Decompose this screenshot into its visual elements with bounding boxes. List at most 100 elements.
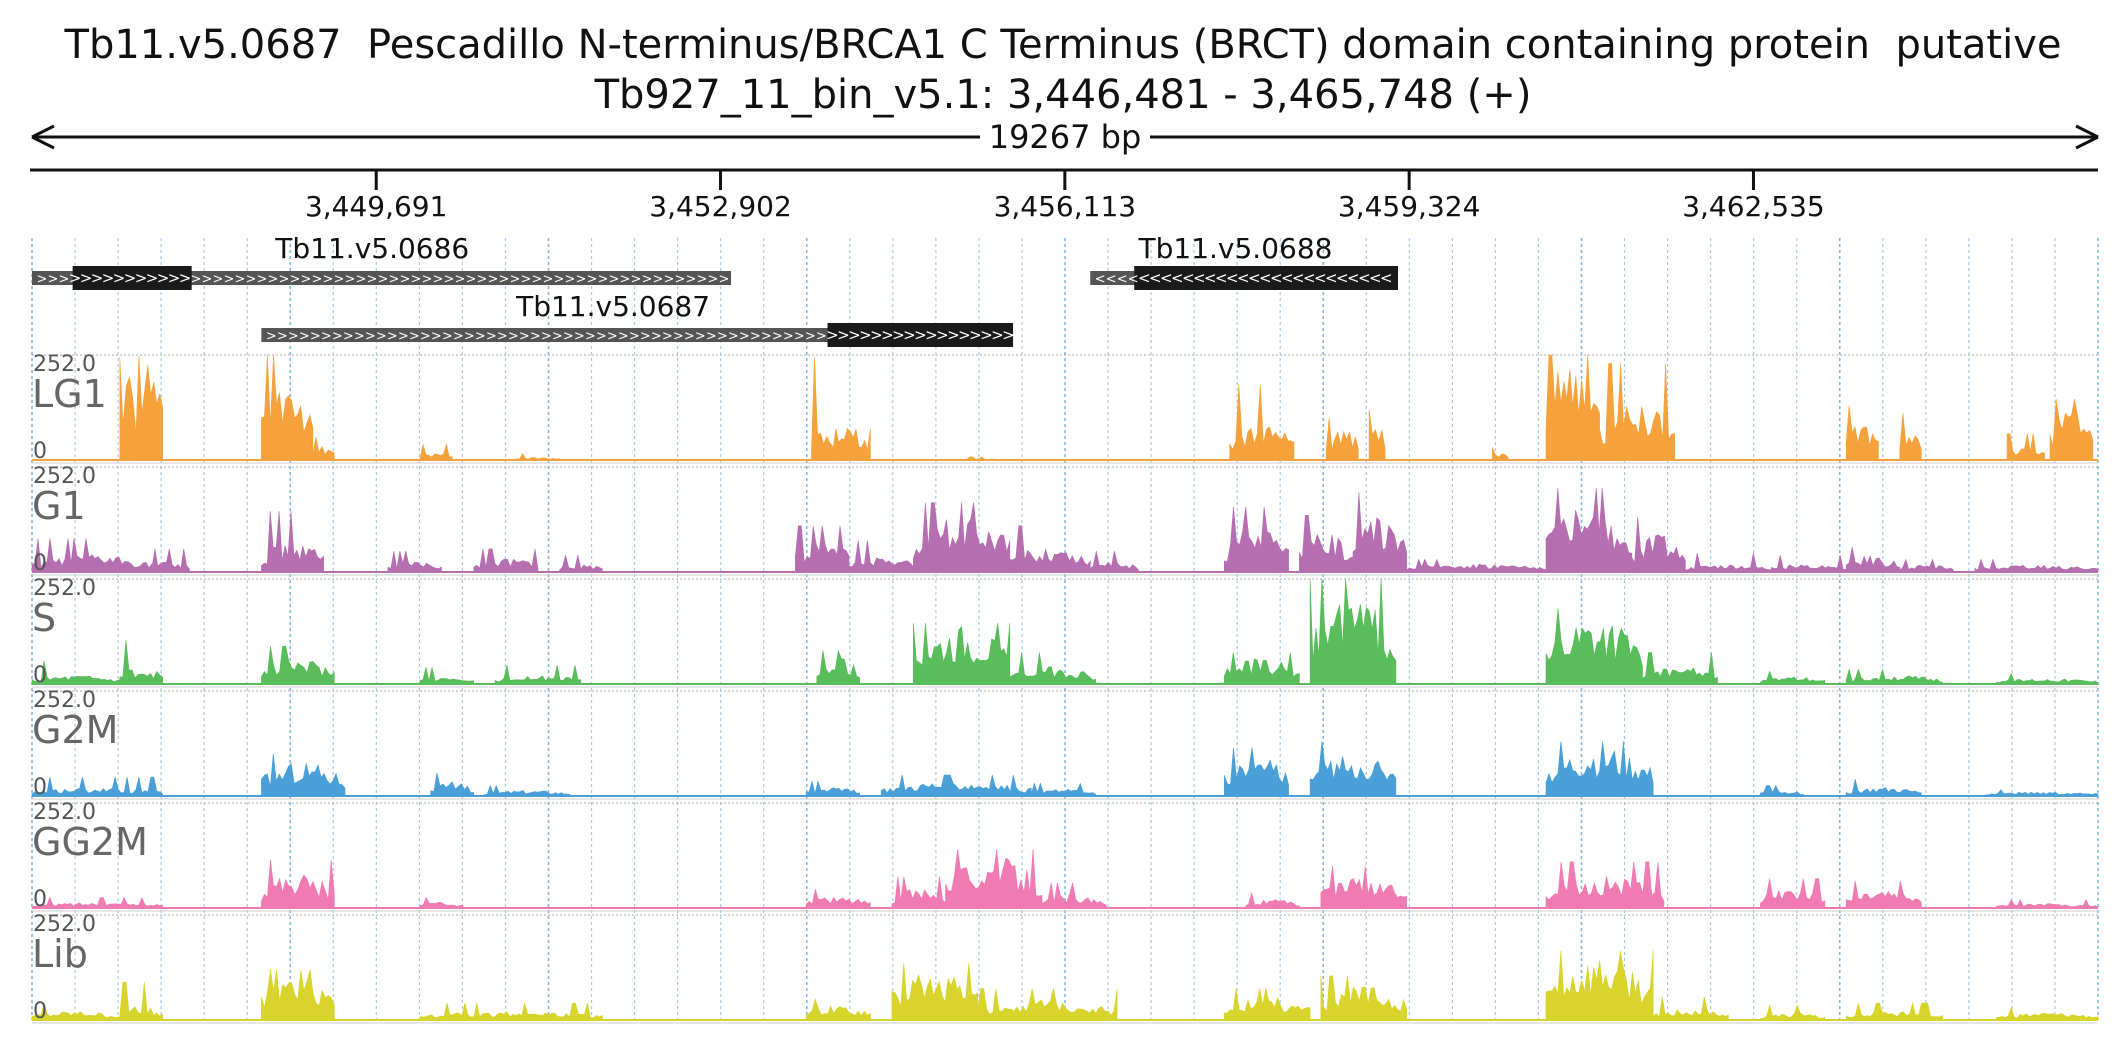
strand-arrow: > (246, 272, 257, 287)
coverage-peak (473, 548, 539, 573)
coverage-peak (1224, 988, 1311, 1021)
coverage-peak (1760, 670, 1826, 685)
coverage-peak (261, 969, 335, 1021)
strand-arrow: > (497, 329, 508, 344)
coverage-peak (1760, 784, 1804, 797)
track-g1: 252.0 0 G1 (31, 464, 2099, 576)
coverage-peak (1545, 487, 1633, 573)
strand-arrow: > (596, 329, 607, 344)
coverage-peak (891, 876, 946, 909)
coverage-peak (1545, 950, 1654, 1021)
coverage-peak (1845, 880, 1922, 909)
strand-arrow: > (113, 269, 126, 287)
strand-arrow: > (37, 272, 48, 287)
coverage-peak (119, 639, 163, 685)
strand-arrow: > (563, 329, 574, 344)
strand-arrow: > (466, 272, 477, 287)
coverage-peak (419, 667, 474, 685)
track-ymax-label: 252.0 (33, 688, 96, 713)
coverage-peak (832, 427, 871, 461)
gene-cds (72, 266, 192, 290)
strand-arrow: > (991, 326, 1004, 344)
strand-arrow: > (576, 272, 587, 287)
coverage-peak (2006, 433, 2045, 461)
track-ymax-label: 252.0 (33, 912, 96, 937)
strand-arrow: > (510, 272, 521, 287)
gene-title: Tb11.v5.0687 Pescadillo N-terminus/BRCA1… (64, 22, 2062, 68)
coverage-peak (1760, 1004, 1826, 1021)
gene-Tb11.v5.0688[interactable]: < < < < <<<<<<<<<<<<<<<<<<<<<<<Tb11.v5.0688 (1090, 232, 1399, 290)
strand-arrow: > (607, 329, 618, 344)
strand-arrow: < (1347, 269, 1360, 287)
coverage-peak (1685, 553, 1772, 573)
ruler-tick-label: 3,462,535 (1682, 190, 1825, 223)
gene-cds (1134, 266, 1399, 290)
coverage-peak (261, 753, 346, 797)
coverage-peak (1996, 898, 2099, 909)
strand-arrow: > (532, 272, 543, 287)
strand-arrow: > (697, 272, 708, 287)
strand-arrow: > (464, 329, 475, 344)
strand-arrow: > (486, 329, 497, 344)
coverage-peak (1545, 861, 1665, 909)
track-ymin-label: 0 (33, 663, 47, 688)
coverage-peak (805, 780, 860, 797)
strand-arrow: > (750, 329, 761, 344)
gene-Tb11.v5.0686[interactable]: > > > >>>>>>>>>>> > > > > > > > > > > > > > > > > > > > > > > > > > >… (32, 232, 732, 290)
gene-Tb11.v5.0687[interactable]: > > > > > > > > > > > > > > > > > > > > > > > > > > > > > > > > > > > > > > > >… (261, 290, 1015, 347)
coverage-peak (1031, 782, 1096, 797)
strand-arrow: < (1138, 269, 1151, 287)
strand-arrow: > (969, 326, 982, 344)
span-label: 19267 bp (989, 118, 1142, 156)
coverage-peak (1325, 417, 1359, 461)
strand-arrow: > (321, 329, 332, 344)
strand-arrow: > (587, 272, 598, 287)
strand-arrow: > (277, 329, 288, 344)
strand-arrow: > (708, 272, 719, 287)
strand-arrow: > (343, 329, 354, 344)
strand-arrow: < (1095, 272, 1106, 287)
track-name-label: S (32, 596, 56, 640)
strand-arrow: > (706, 329, 717, 344)
strand-arrow: > (124, 269, 137, 287)
coverage-peak (1899, 412, 1922, 461)
strand-arrow: < (1128, 272, 1139, 287)
strand-arrow: < (1160, 269, 1173, 287)
track-ymin-label: 0 (33, 775, 47, 800)
grid-lines (31, 238, 2099, 1020)
coverage-peak (119, 981, 163, 1021)
strand-arrow: > (168, 269, 181, 287)
coverage-peak (1845, 1002, 1943, 1021)
track-name-label: G1 (32, 484, 86, 528)
strand-arrow: > (805, 329, 816, 344)
coverage-tracks: 252.00LG1252.00G1252.00S252.00G2M252.00G… (31, 352, 2099, 1024)
strand-arrow: > (367, 272, 378, 287)
strand-arrow: < (1369, 269, 1382, 287)
strand-arrow: > (420, 329, 431, 344)
strand-arrow: > (146, 269, 159, 287)
strand-arrow: > (826, 326, 839, 344)
coverage-peak (31, 660, 121, 685)
coverage-peak (880, 774, 1032, 797)
strand-arrow: < (1182, 269, 1195, 287)
coverage-peak (1090, 550, 1139, 573)
strand-arrow: > (444, 272, 455, 287)
strand-arrow: < (1303, 269, 1316, 287)
strand-arrow: > (376, 329, 387, 344)
coverage-peak (945, 849, 1043, 909)
strand-arrow: > (585, 329, 596, 344)
strand-arrow: > (541, 329, 552, 344)
strand-arrow: > (653, 272, 664, 287)
strand-arrow: > (387, 329, 398, 344)
region-label: Tb927_11_bin_v5.1: 3,446,481 - 3,465,748… (594, 72, 1532, 118)
strand-arrow: > (816, 329, 827, 344)
strand-arrow: > (202, 272, 213, 287)
track-name-label: LG1 (32, 372, 107, 416)
coverage-peak (811, 357, 834, 461)
track-s: 252.0 0 S (31, 576, 2099, 688)
coverage-peak (1320, 975, 1407, 1021)
gene-track: > > > >>>>>>>>>>> > > > > > > > > > > > > > > > > > > > > > > > > > >… (32, 232, 1399, 347)
gene-utr (32, 271, 732, 285)
coverage-peak (494, 665, 582, 685)
track-name-label: GG2M (32, 820, 148, 864)
